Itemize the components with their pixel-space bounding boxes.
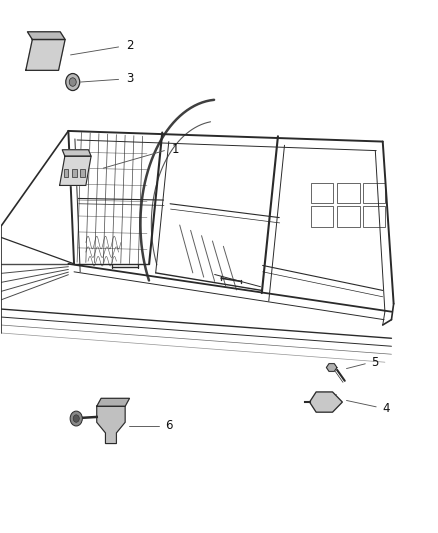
Polygon shape: [326, 364, 337, 372]
Bar: [337, 206, 360, 227]
Polygon shape: [310, 392, 343, 412]
Polygon shape: [97, 398, 130, 406]
Text: 6: 6: [165, 419, 173, 432]
Text: 3: 3: [126, 72, 133, 85]
Bar: [363, 182, 385, 203]
Text: 2: 2: [126, 39, 133, 52]
Circle shape: [73, 415, 79, 422]
Bar: [311, 206, 333, 227]
Bar: [64, 169, 68, 176]
Bar: [72, 169, 77, 176]
Polygon shape: [97, 406, 125, 443]
Circle shape: [70, 411, 82, 426]
Text: 1: 1: [172, 143, 179, 156]
Text: 4: 4: [382, 402, 389, 415]
Text: 5: 5: [371, 356, 379, 369]
Polygon shape: [26, 39, 65, 70]
Polygon shape: [62, 150, 91, 156]
Circle shape: [69, 78, 76, 86]
Bar: [363, 206, 385, 227]
Polygon shape: [60, 156, 91, 185]
Bar: [337, 182, 360, 203]
Bar: [80, 169, 85, 176]
Polygon shape: [28, 32, 65, 39]
Circle shape: [66, 74, 80, 91]
Bar: [311, 182, 333, 203]
